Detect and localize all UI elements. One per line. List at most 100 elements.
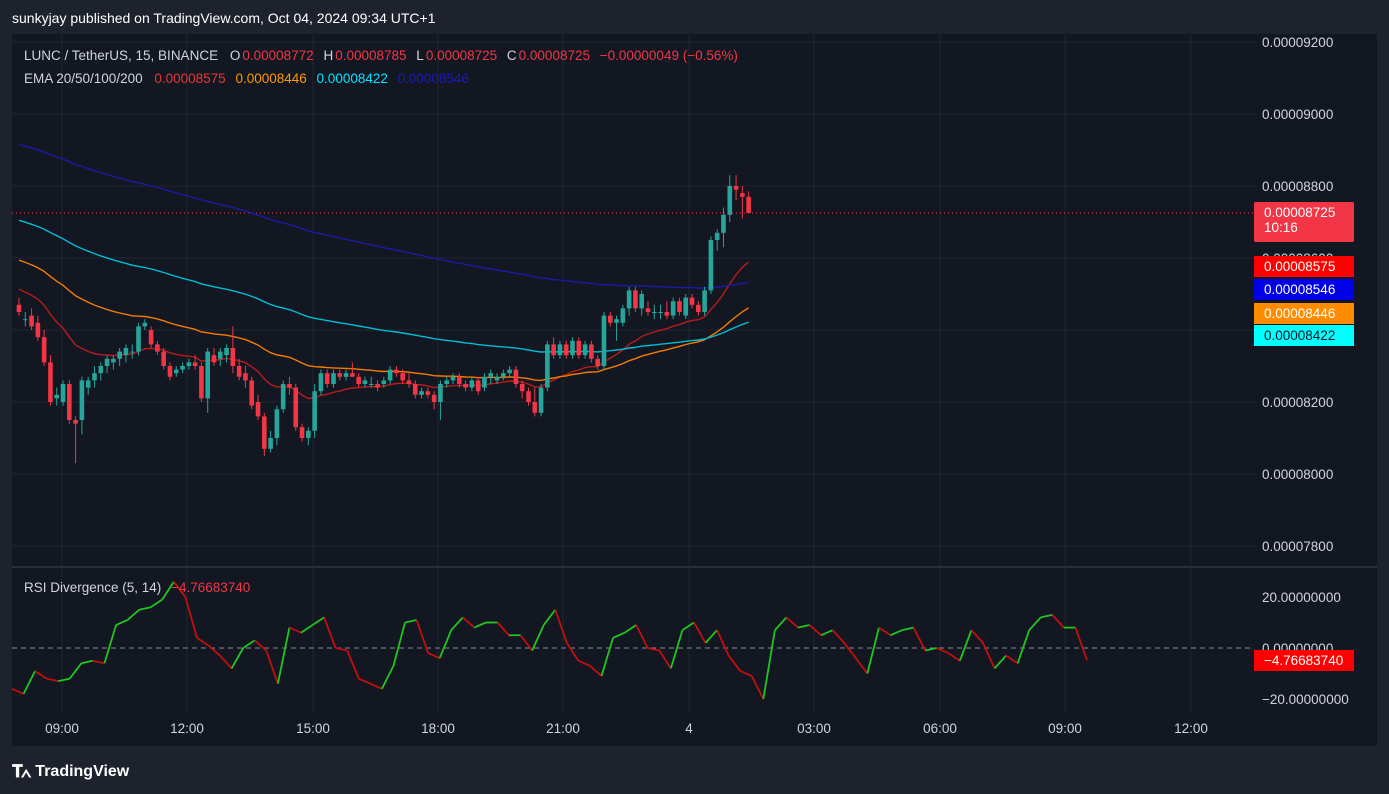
candle-down	[161, 351, 166, 366]
rsi-segment	[1005, 654, 1019, 665]
rsi-segment	[855, 657, 869, 675]
rsi-segment	[115, 619, 128, 626]
candle-down	[199, 366, 204, 399]
candle-up	[104, 358, 110, 366]
candle-down	[73, 420, 78, 424]
rsi-segment	[346, 650, 360, 679]
rsi-label[interactable]: RSI Divergence (5, 14)	[24, 580, 162, 595]
candle-down	[595, 358, 600, 366]
rsi-legend: RSI Divergence (5, 14) −4.76683740	[24, 580, 252, 595]
rsi-segment	[681, 621, 695, 631]
rsi-segment	[600, 637, 614, 677]
candle-down	[230, 348, 236, 366]
rsi-segment	[1051, 614, 1065, 629]
ema100-value: 0.00008422	[316, 71, 388, 86]
rsi-segment	[58, 677, 70, 683]
rsi-segment	[531, 624, 545, 651]
candle-down	[412, 384, 418, 395]
rsi-segment	[774, 616, 788, 631]
candle-down	[589, 344, 594, 359]
symbol-label[interactable]: LUNC / TetherUS, 15, BINANCE	[24, 48, 219, 63]
high-value: 0.00008785	[335, 48, 407, 63]
candle-up	[721, 214, 726, 233]
low-label: L	[416, 48, 424, 63]
candle-down	[16, 304, 22, 312]
ema200-price-tag: 0.00008546	[1254, 279, 1354, 300]
time-tick-label: 03:00	[797, 721, 831, 736]
rsi-segment	[1040, 613, 1053, 619]
ema-label[interactable]: EMA 20/50/100/200	[24, 71, 143, 86]
candle-down	[350, 373, 355, 377]
rsi-segment	[265, 650, 279, 684]
rsi-segment	[832, 629, 845, 644]
candle-down	[287, 384, 292, 388]
rsi-segment	[474, 621, 487, 629]
candle-up	[180, 366, 185, 370]
rsi-segment	[924, 647, 937, 652]
rsi-segment	[808, 624, 822, 636]
ema50-value: 0.00008446	[235, 71, 307, 86]
rsi-segment	[612, 631, 625, 639]
ema100-price-tag: 0.00008422	[1254, 325, 1354, 346]
rsi-segment	[647, 647, 660, 652]
rsi-segment	[727, 655, 741, 672]
rsi-tick-label: −20.00000000	[1262, 692, 1349, 707]
candle-down	[463, 384, 468, 388]
rsi-segment	[81, 659, 94, 665]
rsi-segment	[785, 616, 799, 629]
close-label: C	[506, 48, 517, 63]
candle-up	[173, 369, 179, 374]
candle-up	[450, 376, 456, 381]
candle-down	[400, 373, 405, 381]
candle-up	[702, 290, 707, 312]
candle-down	[394, 369, 399, 374]
rsi-segment	[566, 642, 580, 662]
rsi-segment	[230, 647, 244, 669]
candle-down	[519, 384, 525, 392]
rsi-segment	[693, 622, 707, 644]
candle-up	[22, 319, 28, 321]
candle-down	[29, 315, 34, 327]
candle-up	[331, 373, 336, 384]
rsi-segment	[716, 629, 730, 657]
rsi-segment	[427, 652, 441, 660]
candle-down	[67, 384, 72, 420]
candle-up	[469, 380, 475, 388]
last-price-tag: 0.00008725 10:16	[1254, 202, 1354, 242]
candle-up	[318, 373, 324, 392]
rsi-segment	[554, 609, 568, 644]
rsi-segment	[658, 650, 672, 669]
candle-up	[85, 380, 91, 388]
candle-up	[582, 344, 588, 356]
candle-down	[356, 376, 361, 384]
candle-down	[255, 402, 261, 417]
rsi-segment	[126, 609, 140, 621]
candle-down	[475, 380, 481, 392]
candle-up	[186, 362, 192, 366]
price-tick-label: 0.00007800	[1262, 539, 1333, 554]
rsi-pane	[11, 581, 1088, 700]
candle-up	[362, 380, 368, 384]
rsi-segment	[750, 675, 765, 700]
rsi-segment	[670, 629, 684, 669]
candle-up	[494, 376, 500, 381]
candle-up	[381, 380, 387, 384]
rsi-segment	[92, 659, 105, 665]
rsi-segment	[589, 665, 603, 677]
rsi-segment	[739, 670, 753, 677]
rsi-segment	[947, 652, 961, 662]
candle-up	[545, 344, 550, 388]
rsi-segment	[196, 637, 210, 647]
rsi-segment	[959, 629, 973, 662]
rsi-segment	[982, 642, 996, 669]
chart-panel[interactable]	[12, 34, 1377, 746]
grid	[12, 34, 1377, 713]
candle-down	[551, 344, 556, 356]
ema50-line	[18, 259, 749, 382]
rsi-segment	[820, 629, 834, 637]
candle-up	[142, 322, 148, 327]
rsi-segment	[161, 581, 175, 601]
candle-up	[507, 369, 512, 374]
footer-brand[interactable]: 𝐓∧ TradingView	[12, 762, 129, 782]
